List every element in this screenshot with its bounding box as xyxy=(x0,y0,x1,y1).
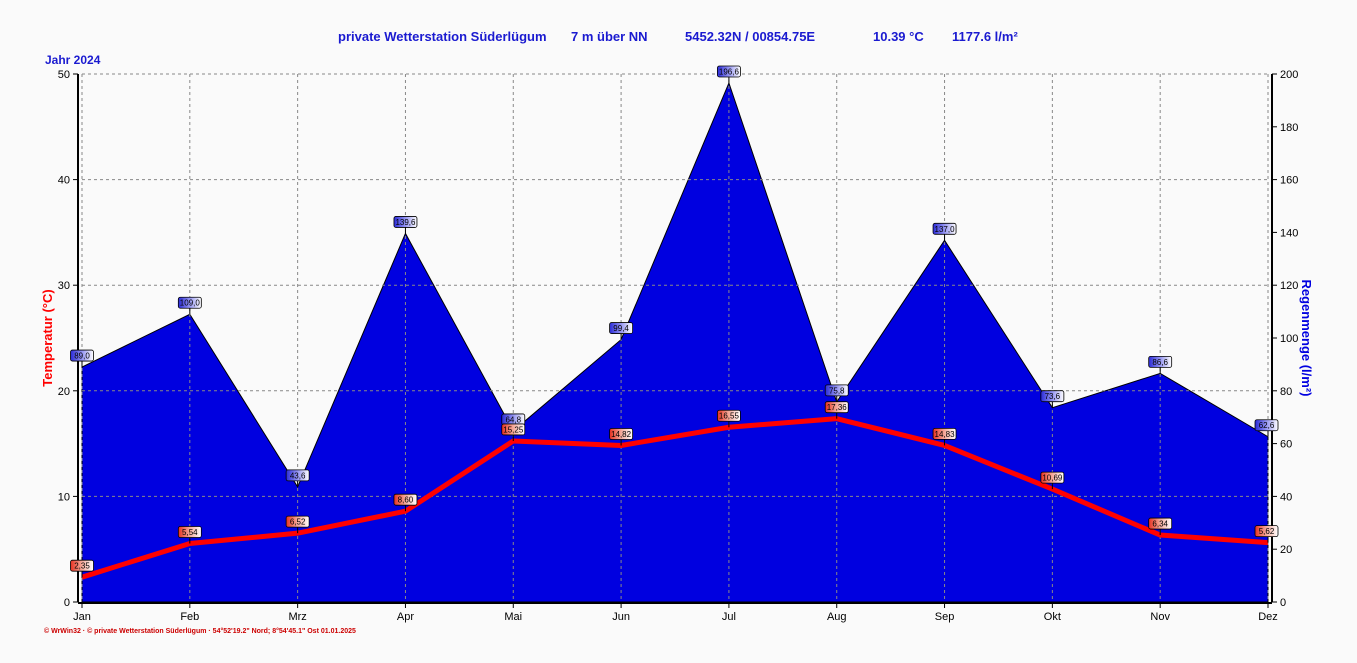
x-tick-label: Feb xyxy=(180,611,199,623)
temperature-value-label: 10,69 xyxy=(1042,474,1063,483)
x-tick-label: Aug xyxy=(827,611,847,623)
left-tick-label: 50 xyxy=(58,69,70,81)
temperature-value-label-box xyxy=(932,427,957,440)
rain-value-label: 86,6 xyxy=(1152,358,1168,367)
temperature-value-label: 16,55 xyxy=(719,412,740,421)
rain-value-label: 89,0 xyxy=(74,352,90,361)
right-tick-label: 20 xyxy=(1280,544,1292,556)
temperature-value-label-box xyxy=(1254,525,1279,538)
rain-value-label: 109,0 xyxy=(180,299,201,308)
chart-header: private Wetterstation Süderlügum 7 m übe… xyxy=(0,29,1357,45)
left-tick-label: 10 xyxy=(58,491,70,503)
left-tick-label: 30 xyxy=(58,280,70,292)
temperature-value-label-box xyxy=(501,423,526,436)
temperature-value-label: 14,82 xyxy=(611,430,632,439)
rain-value-label-box xyxy=(609,322,633,334)
rain-value-label: 75,8 xyxy=(829,386,845,395)
total-rainfall: 1177.6 l/m² xyxy=(952,29,1018,44)
right-tick-label: 100 xyxy=(1280,333,1298,345)
y2-axis-title: Regenmenge (l/m²) xyxy=(1299,279,1314,396)
left-tick-label: 20 xyxy=(58,386,70,398)
right-tick-label: 40 xyxy=(1280,491,1292,503)
temperature-value-label: 8,60 xyxy=(398,496,414,505)
rain-value-label-box xyxy=(393,216,418,228)
right-tick-label: 180 xyxy=(1280,122,1298,134)
temperature-value-label-box xyxy=(285,515,310,528)
rain-value-label: 99,4 xyxy=(613,324,629,333)
y-axis-title: Temperatur (°C) xyxy=(40,289,55,386)
rain-value-label: 64,8 xyxy=(505,415,521,424)
temperature-value-label-box xyxy=(1148,517,1173,530)
temperature-value-label: 5,62 xyxy=(1259,527,1275,536)
x-tick-label: Jul xyxy=(722,611,736,623)
rain-value-label-box xyxy=(70,349,94,362)
temperature-value-label-box xyxy=(177,526,202,538)
year-label: Jahr 2024 xyxy=(45,53,101,67)
rain-value-label: 137,0 xyxy=(935,225,956,234)
left-tick-label: 40 xyxy=(58,175,70,187)
x-tick-label: Mai xyxy=(504,611,522,623)
x-tick-label: Mrz xyxy=(288,611,306,623)
temperature-value-label-box xyxy=(393,493,418,506)
temperature-value-label: 6,52 xyxy=(290,518,306,527)
temperature-value-label: 2,35 xyxy=(74,562,90,571)
x-tick-label: Sep xyxy=(935,611,955,623)
right-tick-label: 140 xyxy=(1280,227,1298,239)
temperature-value-label-box xyxy=(824,401,849,414)
station-coordinates: 5452.32N / 00854.75E xyxy=(685,29,816,44)
temperature-value-label: 14,83 xyxy=(935,430,956,439)
right-tick-label: 120 xyxy=(1280,280,1298,292)
rain-value-label-box xyxy=(285,469,310,482)
rain-value-label: 62,6 xyxy=(1259,421,1275,430)
station-name: private Wetterstation Süderlügum xyxy=(338,29,547,44)
right-tick-label: 200 xyxy=(1280,69,1298,81)
rain-value-label: 139,6 xyxy=(395,218,416,227)
average-temperature: 10.39 °C xyxy=(873,29,924,44)
left-tick-label: 0 xyxy=(64,597,70,609)
right-tick-label: 160 xyxy=(1280,175,1298,187)
temperature-value-label-box xyxy=(609,428,633,440)
rain-value-label: 196,6 xyxy=(719,67,740,76)
rain-value-label-box xyxy=(1148,355,1173,368)
x-tick-label: Jan xyxy=(73,611,91,623)
x-tick-label: Jun xyxy=(612,611,630,623)
right-tick-label: 0 xyxy=(1280,597,1286,609)
rain-value-label: 43,6 xyxy=(290,471,306,480)
temperature-line xyxy=(81,416,1269,580)
right-tick-label: 60 xyxy=(1280,439,1292,451)
rain-value-label-box xyxy=(177,296,202,309)
station-altitude: 7 m über NN xyxy=(571,29,648,44)
temperature-value-label-box xyxy=(70,559,94,572)
rain-value-label-box xyxy=(1040,390,1065,403)
rain-value-label: 73,6 xyxy=(1045,392,1061,401)
temperature-value-label: 15,25 xyxy=(503,425,524,434)
temperature-value-label-box xyxy=(717,409,741,422)
temperature-value-label: 17,36 xyxy=(827,403,848,412)
x-tick-label: Apr xyxy=(397,611,414,623)
rain-value-label-box xyxy=(824,384,849,397)
rain-value-label-box xyxy=(717,65,741,78)
rain-value-label-box xyxy=(932,222,957,235)
x-tick-label: Okt xyxy=(1044,611,1061,623)
temperature-value-label: 5,54 xyxy=(182,528,198,537)
temperature-value-label: 6,34 xyxy=(1152,520,1168,529)
x-tick-label: Nov xyxy=(1150,611,1170,623)
x-tick-label: Dez xyxy=(1258,611,1278,623)
right-tick-label: 80 xyxy=(1280,386,1292,398)
temperature-value-label-box xyxy=(1040,471,1065,484)
rain-value-label-box xyxy=(1254,419,1279,432)
footer-credit: © WrWin32 · © private Wetterstation Süde… xyxy=(44,628,356,635)
